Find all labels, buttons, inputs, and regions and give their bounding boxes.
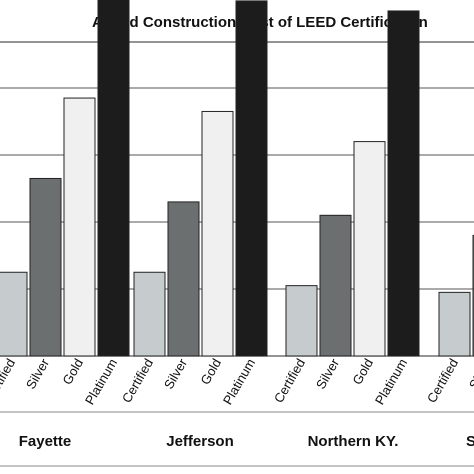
category-tick-label: Gold	[59, 356, 86, 387]
group-label: Northern KY.	[308, 433, 399, 450]
bar-jefferson-platinum	[235, 0, 268, 357]
group-label: S	[466, 433, 474, 450]
category-tick-label: Certified	[119, 356, 156, 405]
category-tick-label: Silver	[161, 355, 191, 391]
bar-fayette-certified	[0, 271, 28, 357]
bar-fayette-silver	[29, 177, 62, 357]
bar-fayette-gold	[63, 97, 96, 357]
category-tick-label: Silver	[23, 355, 53, 391]
category-tick-label: Silver	[313, 355, 343, 391]
category-tick-label: Silver	[466, 355, 474, 391]
category-tick-label: Certified	[424, 356, 461, 405]
bar-s-certified	[438, 291, 471, 357]
group-label: Fayette	[19, 433, 72, 450]
bar-jefferson-certified	[133, 271, 166, 357]
bar-fayette-platinum	[97, 0, 130, 357]
category-tick-label: Certified	[0, 356, 18, 405]
category-tick-label: Platinum	[372, 356, 410, 407]
category-tick-label: Gold	[349, 356, 376, 387]
bar-jefferson-gold	[201, 110, 234, 357]
category-tick-label: Gold	[197, 356, 224, 387]
bar-jefferson-silver	[167, 201, 200, 357]
bar-northern-ky--silver	[319, 214, 352, 357]
category-tick-label: Platinum	[82, 356, 120, 407]
bar-northern-ky--certified	[285, 285, 318, 357]
category-tick-label: Platinum	[220, 356, 258, 407]
bar-northern-ky--gold	[353, 141, 386, 357]
bar-northern-ky--platinum	[387, 10, 420, 357]
category-tick-label: Certified	[271, 356, 308, 405]
group-label: Jefferson	[166, 433, 234, 450]
